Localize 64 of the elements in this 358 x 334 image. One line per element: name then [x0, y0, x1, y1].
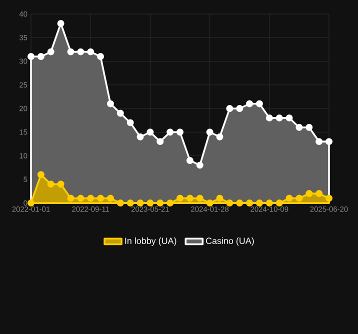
point	[206, 128, 214, 136]
point	[186, 194, 194, 202]
point	[266, 200, 273, 206]
point	[146, 200, 154, 206]
point	[116, 110, 124, 117]
point	[57, 20, 64, 27]
point	[176, 128, 184, 136]
point	[87, 194, 94, 202]
point	[136, 200, 144, 206]
point	[126, 200, 134, 206]
point	[37, 171, 44, 178]
point	[206, 200, 214, 206]
point	[246, 100, 254, 108]
point	[316, 190, 323, 198]
point	[67, 48, 74, 56]
point	[286, 194, 293, 202]
point	[77, 48, 84, 56]
point	[37, 53, 44, 60]
legend-label: Casino (UA)	[206, 237, 254, 246]
point	[196, 162, 204, 169]
point	[166, 200, 174, 206]
point	[256, 200, 263, 206]
point	[306, 124, 313, 131]
point	[256, 100, 263, 108]
point	[97, 53, 104, 60]
point	[176, 194, 184, 202]
point	[226, 105, 234, 112]
point	[77, 194, 84, 202]
point	[156, 138, 164, 146]
point	[236, 105, 244, 112]
point	[67, 194, 74, 202]
point	[296, 194, 303, 202]
point	[266, 114, 273, 122]
point	[226, 200, 234, 206]
point	[57, 180, 64, 188]
point	[28, 53, 34, 60]
point	[97, 194, 104, 202]
point	[306, 190, 313, 198]
point	[246, 200, 254, 206]
point	[116, 200, 124, 206]
point	[106, 194, 114, 202]
point	[156, 200, 164, 206]
point	[326, 194, 332, 202]
point	[216, 133, 224, 140]
point	[296, 124, 303, 131]
point	[47, 180, 54, 188]
point	[87, 48, 94, 56]
point	[47, 48, 54, 56]
point	[286, 114, 293, 122]
point	[146, 128, 154, 136]
point	[216, 194, 224, 202]
point	[196, 194, 204, 202]
point	[326, 138, 332, 146]
point	[126, 119, 134, 126]
point	[316, 138, 323, 146]
point	[186, 156, 194, 164]
legend-label: In lobby (UA)	[125, 237, 176, 246]
point	[136, 133, 144, 140]
point	[166, 128, 174, 136]
point	[236, 200, 244, 206]
point	[276, 200, 283, 206]
point	[276, 114, 283, 122]
point	[106, 100, 114, 108]
point	[28, 200, 34, 206]
